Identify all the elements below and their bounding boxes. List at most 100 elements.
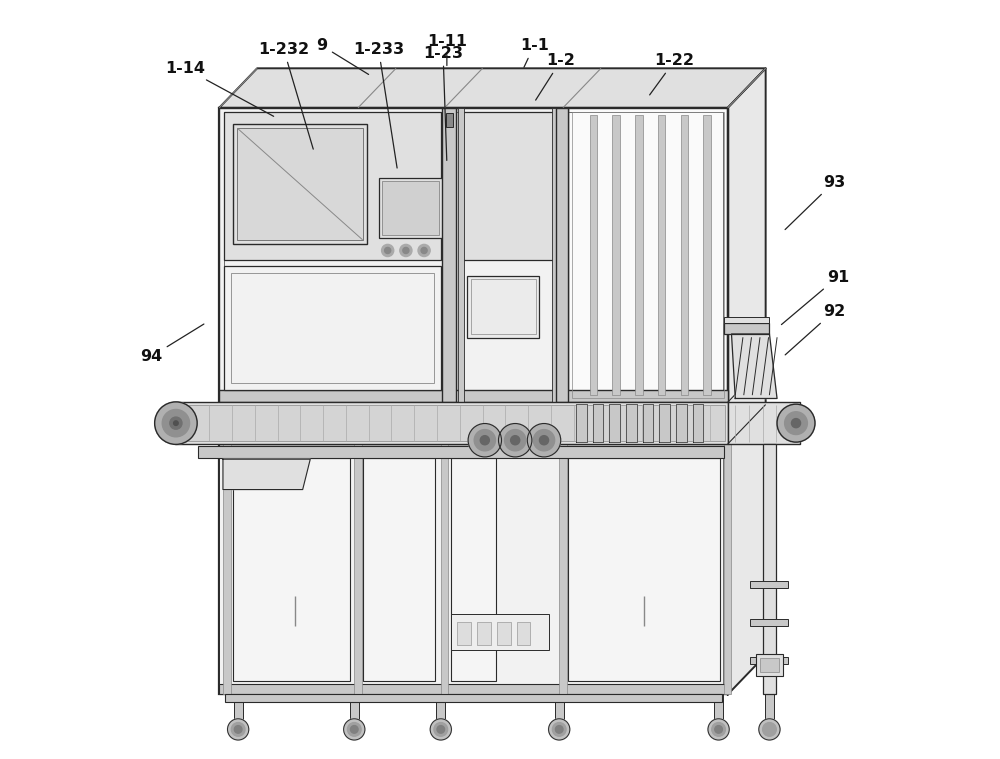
Bar [175,402,728,444]
Circle shape [385,247,391,254]
Bar [451,458,496,681]
Bar [555,694,564,726]
Polygon shape [626,404,637,442]
Bar [219,108,728,694]
Circle shape [759,719,780,740]
Polygon shape [659,404,670,442]
Bar [590,115,597,395]
Bar [612,115,620,395]
Bar [224,112,723,690]
Circle shape [347,723,361,736]
Bar [224,266,441,390]
Bar [225,694,722,702]
Text: 93: 93 [785,175,845,229]
Bar [728,402,800,444]
Circle shape [498,424,532,457]
Bar [658,115,665,395]
Bar [223,444,231,694]
Bar [224,112,441,260]
Bar [559,444,567,694]
Polygon shape [223,459,310,490]
Text: 1-1: 1-1 [520,38,549,68]
Bar [724,444,731,694]
Circle shape [763,723,776,736]
Bar [467,276,539,338]
Text: 92: 92 [785,304,845,355]
Bar [233,124,367,244]
Bar [517,622,530,645]
Polygon shape [593,404,603,442]
Circle shape [437,726,445,733]
Bar [382,181,439,235]
Circle shape [715,726,722,733]
Bar [572,112,724,398]
Circle shape [474,430,495,451]
Text: 91: 91 [781,269,849,325]
Circle shape [430,719,451,740]
Text: 94: 94 [140,324,204,364]
Bar [219,390,728,402]
Text: 1-232: 1-232 [258,42,313,149]
Circle shape [403,247,409,254]
Polygon shape [693,404,703,442]
Circle shape [533,430,555,451]
Bar [231,273,434,383]
Text: 9: 9 [316,38,369,74]
Circle shape [539,436,549,445]
Bar [350,694,359,726]
Bar [635,115,643,395]
Circle shape [468,424,502,457]
Bar [750,581,788,588]
Circle shape [350,726,358,733]
Circle shape [400,244,412,257]
Circle shape [421,247,427,254]
Polygon shape [219,68,766,108]
Circle shape [480,436,489,445]
Bar [552,108,558,402]
Circle shape [785,411,807,434]
Circle shape [555,726,563,733]
Bar [363,458,435,681]
Circle shape [511,436,520,445]
Circle shape [552,723,566,736]
Text: 1-23: 1-23 [423,46,463,160]
Bar [442,108,456,402]
Bar [233,458,350,681]
Polygon shape [731,334,777,398]
Bar [219,684,728,694]
Circle shape [228,719,249,740]
Circle shape [418,244,430,257]
Bar [756,654,783,676]
Circle shape [505,430,526,451]
Polygon shape [676,404,687,442]
Circle shape [434,723,448,736]
Bar [457,622,471,645]
Bar [750,657,788,664]
Bar [219,444,728,455]
Bar [379,178,443,238]
Bar [703,115,711,395]
Bar [681,115,688,395]
Circle shape [231,723,245,736]
Bar [451,614,549,650]
Bar [568,458,720,681]
Circle shape [712,723,725,736]
Circle shape [234,726,242,733]
Text: 1-22: 1-22 [650,53,695,95]
Circle shape [708,719,729,740]
Bar [237,128,363,240]
Bar [436,694,445,726]
Bar [750,619,788,626]
Text: 1-11: 1-11 [427,34,467,65]
Circle shape [174,420,178,425]
Bar [724,317,769,323]
Circle shape [382,244,394,257]
Circle shape [155,402,197,444]
Bar [458,108,464,402]
Bar [760,658,779,672]
Bar [456,108,559,402]
Bar [219,108,445,402]
Bar [714,694,723,726]
Polygon shape [609,404,620,442]
Bar [446,113,453,127]
